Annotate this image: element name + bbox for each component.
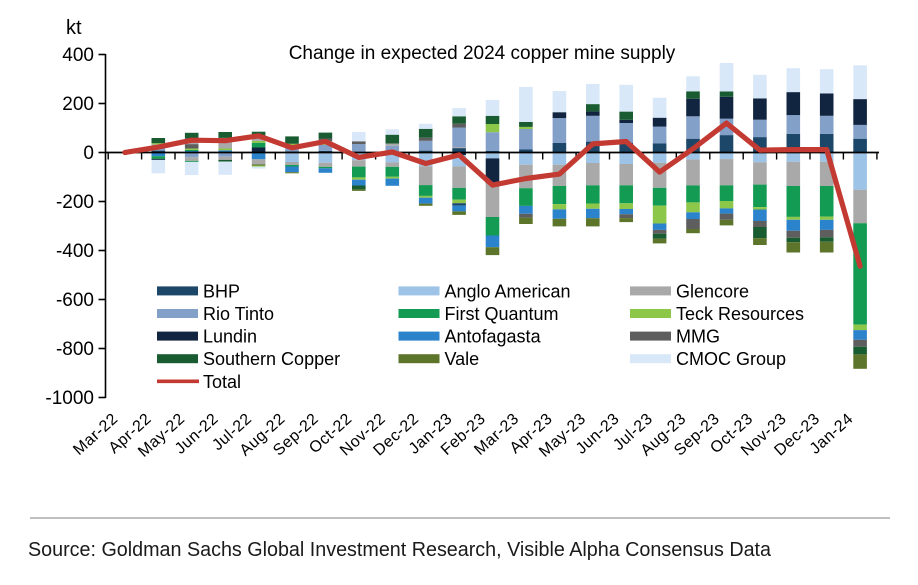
svg-text:-600: -600: [56, 290, 94, 311]
svg-text:-200: -200: [56, 192, 94, 213]
svg-text:Teck Resources: Teck Resources: [676, 304, 804, 324]
svg-text:Source: Goldman Sachs Global I: Source: Goldman Sachs Global Investment …: [28, 539, 772, 561]
svg-text:BHP: BHP: [203, 281, 240, 301]
svg-text:First Quantum: First Quantum: [445, 304, 559, 324]
svg-text:400: 400: [62, 45, 94, 66]
svg-text:0: 0: [83, 143, 94, 164]
svg-text:200: 200: [62, 94, 94, 115]
svg-text:-400: -400: [56, 241, 94, 262]
svg-text:-1000: -1000: [45, 388, 94, 409]
svg-text:Vale: Vale: [445, 349, 480, 369]
svg-text:Lundin: Lundin: [203, 327, 257, 347]
svg-text:-800: -800: [56, 339, 94, 360]
svg-text:Rio Tinto: Rio Tinto: [203, 304, 274, 324]
svg-text:Antofagasta: Antofagasta: [445, 327, 542, 347]
svg-text:MMG: MMG: [676, 327, 720, 347]
svg-text:Anglo American: Anglo American: [445, 281, 571, 301]
svg-text:Total: Total: [203, 372, 241, 392]
svg-text:CMOC Group: CMOC Group: [676, 349, 786, 369]
svg-text:Southern Copper: Southern Copper: [203, 349, 340, 369]
svg-text:Change in expected 2024 copper: Change in expected 2024 copper mine supp…: [289, 43, 676, 64]
svg-text:kt: kt: [66, 17, 82, 39]
svg-text:Glencore: Glencore: [676, 281, 749, 301]
